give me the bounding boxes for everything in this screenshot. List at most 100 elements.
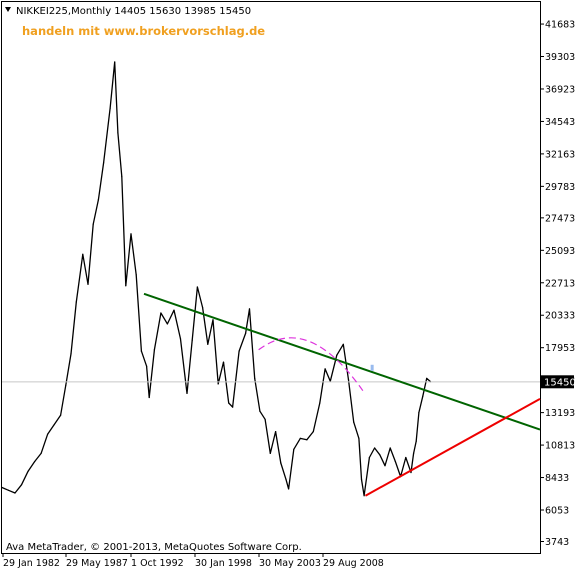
price-point xyxy=(254,377,256,379)
price-point xyxy=(336,354,338,356)
current-price-label: 15450 xyxy=(544,377,576,388)
y-tick-label: 25093 xyxy=(545,246,575,257)
price-point xyxy=(97,199,99,201)
symbol-info-text: NIKKEI225,Monthly 14405 15630 13985 1545… xyxy=(16,6,251,17)
x-tick-label: 30 Jan 1998 xyxy=(195,558,252,569)
price-point xyxy=(196,286,198,288)
price-point xyxy=(228,402,230,404)
price-point xyxy=(384,465,386,467)
y-tick-label: 29783 xyxy=(545,182,575,193)
price-point xyxy=(114,61,116,63)
price-point xyxy=(347,379,350,381)
price-point xyxy=(65,384,67,386)
price-point xyxy=(207,343,209,345)
copyright-text: Ava MetaTrader, © 2001-2013, MetaQuotes … xyxy=(6,542,302,553)
y-tick-label: 20333 xyxy=(545,311,575,322)
price-point xyxy=(299,437,301,439)
x-tick-label: 29 Aug 2008 xyxy=(323,558,384,569)
price-point xyxy=(75,301,77,303)
price-point xyxy=(153,349,155,351)
price-point xyxy=(34,461,36,463)
y-tick-label: 39303 xyxy=(545,52,575,63)
price-point xyxy=(121,176,123,178)
price-point xyxy=(293,448,295,450)
y-tick-label: 36923 xyxy=(545,84,575,95)
price-point xyxy=(394,461,396,463)
x-tick-label: 30 May 2003 xyxy=(259,558,321,569)
plot-frame xyxy=(1,1,541,554)
price-point xyxy=(146,365,148,367)
x-tick-label: 1 Oct 1992 xyxy=(131,558,184,569)
dropdown-triangle-icon[interactable] xyxy=(5,7,11,12)
price-point xyxy=(130,233,132,235)
current-price-marker: 15450 xyxy=(541,375,576,389)
price-point xyxy=(60,414,62,416)
x-axis: 29 Jan 1982 29 May 1987 1 Oct 1992 30 Jan 1… xyxy=(2,553,384,569)
price-point xyxy=(280,462,282,464)
price-point xyxy=(135,274,137,276)
price-point xyxy=(269,452,271,454)
watermark-text: handeln mit www.brokervorschlag.de xyxy=(22,24,265,38)
price-point xyxy=(312,431,314,433)
trendline-layer xyxy=(143,292,541,497)
price-point xyxy=(232,406,234,408)
price-point xyxy=(125,285,127,287)
price-point xyxy=(285,478,287,480)
price-point xyxy=(70,353,72,355)
price-point xyxy=(248,308,251,310)
y-tick-label: 34543 xyxy=(545,117,575,128)
y-tick-label: 17953 xyxy=(545,343,575,354)
lower-trendline[interactable] xyxy=(364,398,541,497)
marker-icon xyxy=(370,364,374,371)
price-point xyxy=(191,339,193,341)
price-point xyxy=(40,452,42,454)
price-point xyxy=(20,484,23,486)
price-point xyxy=(413,452,415,454)
y-tick-label: 27473 xyxy=(545,213,575,224)
price-point xyxy=(324,368,326,370)
y-tick-label: 41683 xyxy=(545,20,575,31)
price-point xyxy=(166,323,168,325)
price-point xyxy=(103,162,105,164)
upper-trendline[interactable] xyxy=(143,292,541,431)
price-point xyxy=(358,437,360,439)
price-point xyxy=(238,350,240,352)
x-tick-label: 29 May 1987 xyxy=(66,558,128,569)
price-point xyxy=(1,486,3,489)
price-point xyxy=(259,410,261,412)
price-point xyxy=(148,396,150,399)
price-point xyxy=(212,319,214,321)
y-tick-label: 32163 xyxy=(545,149,575,160)
price-point xyxy=(374,447,376,449)
y-tick-label: 6053 xyxy=(545,505,569,516)
price-point xyxy=(82,253,84,255)
price-point xyxy=(202,306,204,309)
price-point xyxy=(222,361,225,363)
price-point xyxy=(92,223,94,225)
price-point xyxy=(27,470,29,472)
x-tick-label: 29 Jan 1982 xyxy=(3,558,60,569)
price-point xyxy=(319,402,321,404)
price-point xyxy=(217,383,219,385)
price-point xyxy=(363,495,365,497)
price-point xyxy=(379,454,381,456)
price-point xyxy=(264,418,266,420)
price-point xyxy=(353,421,355,423)
price-point xyxy=(275,431,277,433)
price-point xyxy=(160,312,162,314)
price-point xyxy=(14,492,16,494)
price-point xyxy=(179,338,182,340)
price-point xyxy=(360,478,363,480)
arc-annotation[interactable] xyxy=(258,337,364,392)
price-point xyxy=(117,132,119,134)
price-point xyxy=(7,489,10,491)
price-point xyxy=(342,343,344,345)
price-point xyxy=(405,456,407,459)
price-layer xyxy=(1,61,540,497)
price-point xyxy=(389,447,391,449)
y-tick-label: 10813 xyxy=(545,441,575,452)
price-point xyxy=(109,107,111,109)
price-point xyxy=(422,395,424,397)
